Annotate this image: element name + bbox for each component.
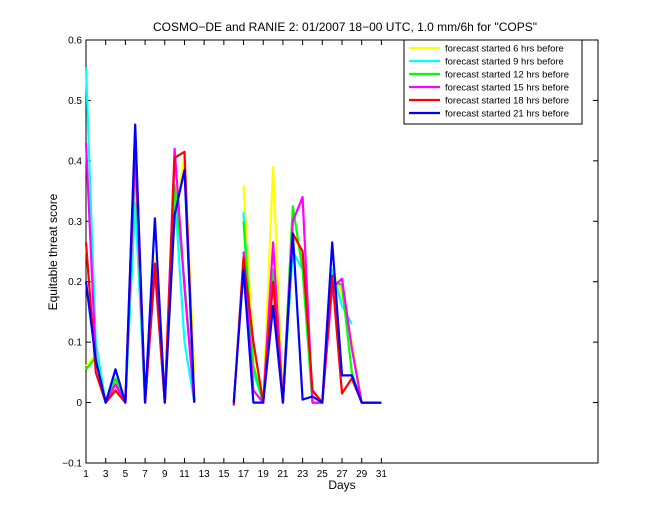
legend-box [403, 39, 583, 125]
y-tick-label: 0.2 [68, 277, 82, 288]
x-tick-label: 3 [103, 469, 109, 480]
y-tick-label: 0.3 [68, 217, 82, 228]
x-tick-label: 29 [356, 469, 368, 480]
legend-label: forecast started 6 hrs before [445, 44, 564, 55]
x-tick-label: 21 [277, 469, 289, 480]
y-tick-label: 0.4 [68, 156, 82, 167]
x-tick-label: 5 [123, 469, 129, 480]
x-tick-label: 25 [317, 469, 329, 480]
x-axis: 1 3 5 7 9 11 13 15 17 19 21 23 25 27 29 31 [83, 40, 387, 480]
x-tick-label: 19 [258, 469, 270, 480]
x-tick-label: 27 [336, 469, 348, 480]
legend: forecast started 6 hrs before forecast st… [403, 39, 583, 125]
series-line [232, 232, 382, 404]
x-tick-label: 9 [162, 469, 168, 480]
y-tick-label: 0.6 [68, 36, 82, 47]
x-tick-label: 31 [376, 469, 388, 480]
y-tick-label: 0 [76, 398, 82, 409]
x-tick-label: 17 [238, 469, 250, 480]
legend-label: forecast started 18 hrs before [445, 96, 569, 107]
series-line [84, 123, 196, 404]
y-axis-label: Equitable threat score [46, 193, 60, 310]
y-tick-label: 0.5 [68, 96, 82, 107]
series-lines [84, 67, 382, 406]
legend-label: forecast started 21 hrs before [445, 109, 569, 120]
y-tick-label: 0.1 [68, 338, 82, 349]
y-axis: −0.1 0 0.1 0.2 0.3 0.4 0.5 0.6 [62, 36, 598, 470]
legend-label: forecast started 9 hrs before [445, 57, 564, 68]
x-tick-label: 23 [297, 469, 309, 480]
x-tick-label: 13 [199, 469, 211, 480]
x-tick-label: 7 [142, 469, 148, 480]
x-axis-label: Days [328, 478, 355, 492]
legend-label: forecast started 15 hrs before [445, 83, 569, 94]
chart-title: COSMO−DE and RANIE 2: 01/2007 18−00 UTC,… [153, 20, 537, 34]
x-tick-label: 1 [83, 469, 89, 480]
y-tick-label: −0.1 [62, 459, 82, 470]
x-tick-label: 11 [179, 469, 190, 480]
legend-label: forecast started 12 hrs before [445, 70, 569, 81]
x-tick-label: 15 [218, 469, 230, 480]
